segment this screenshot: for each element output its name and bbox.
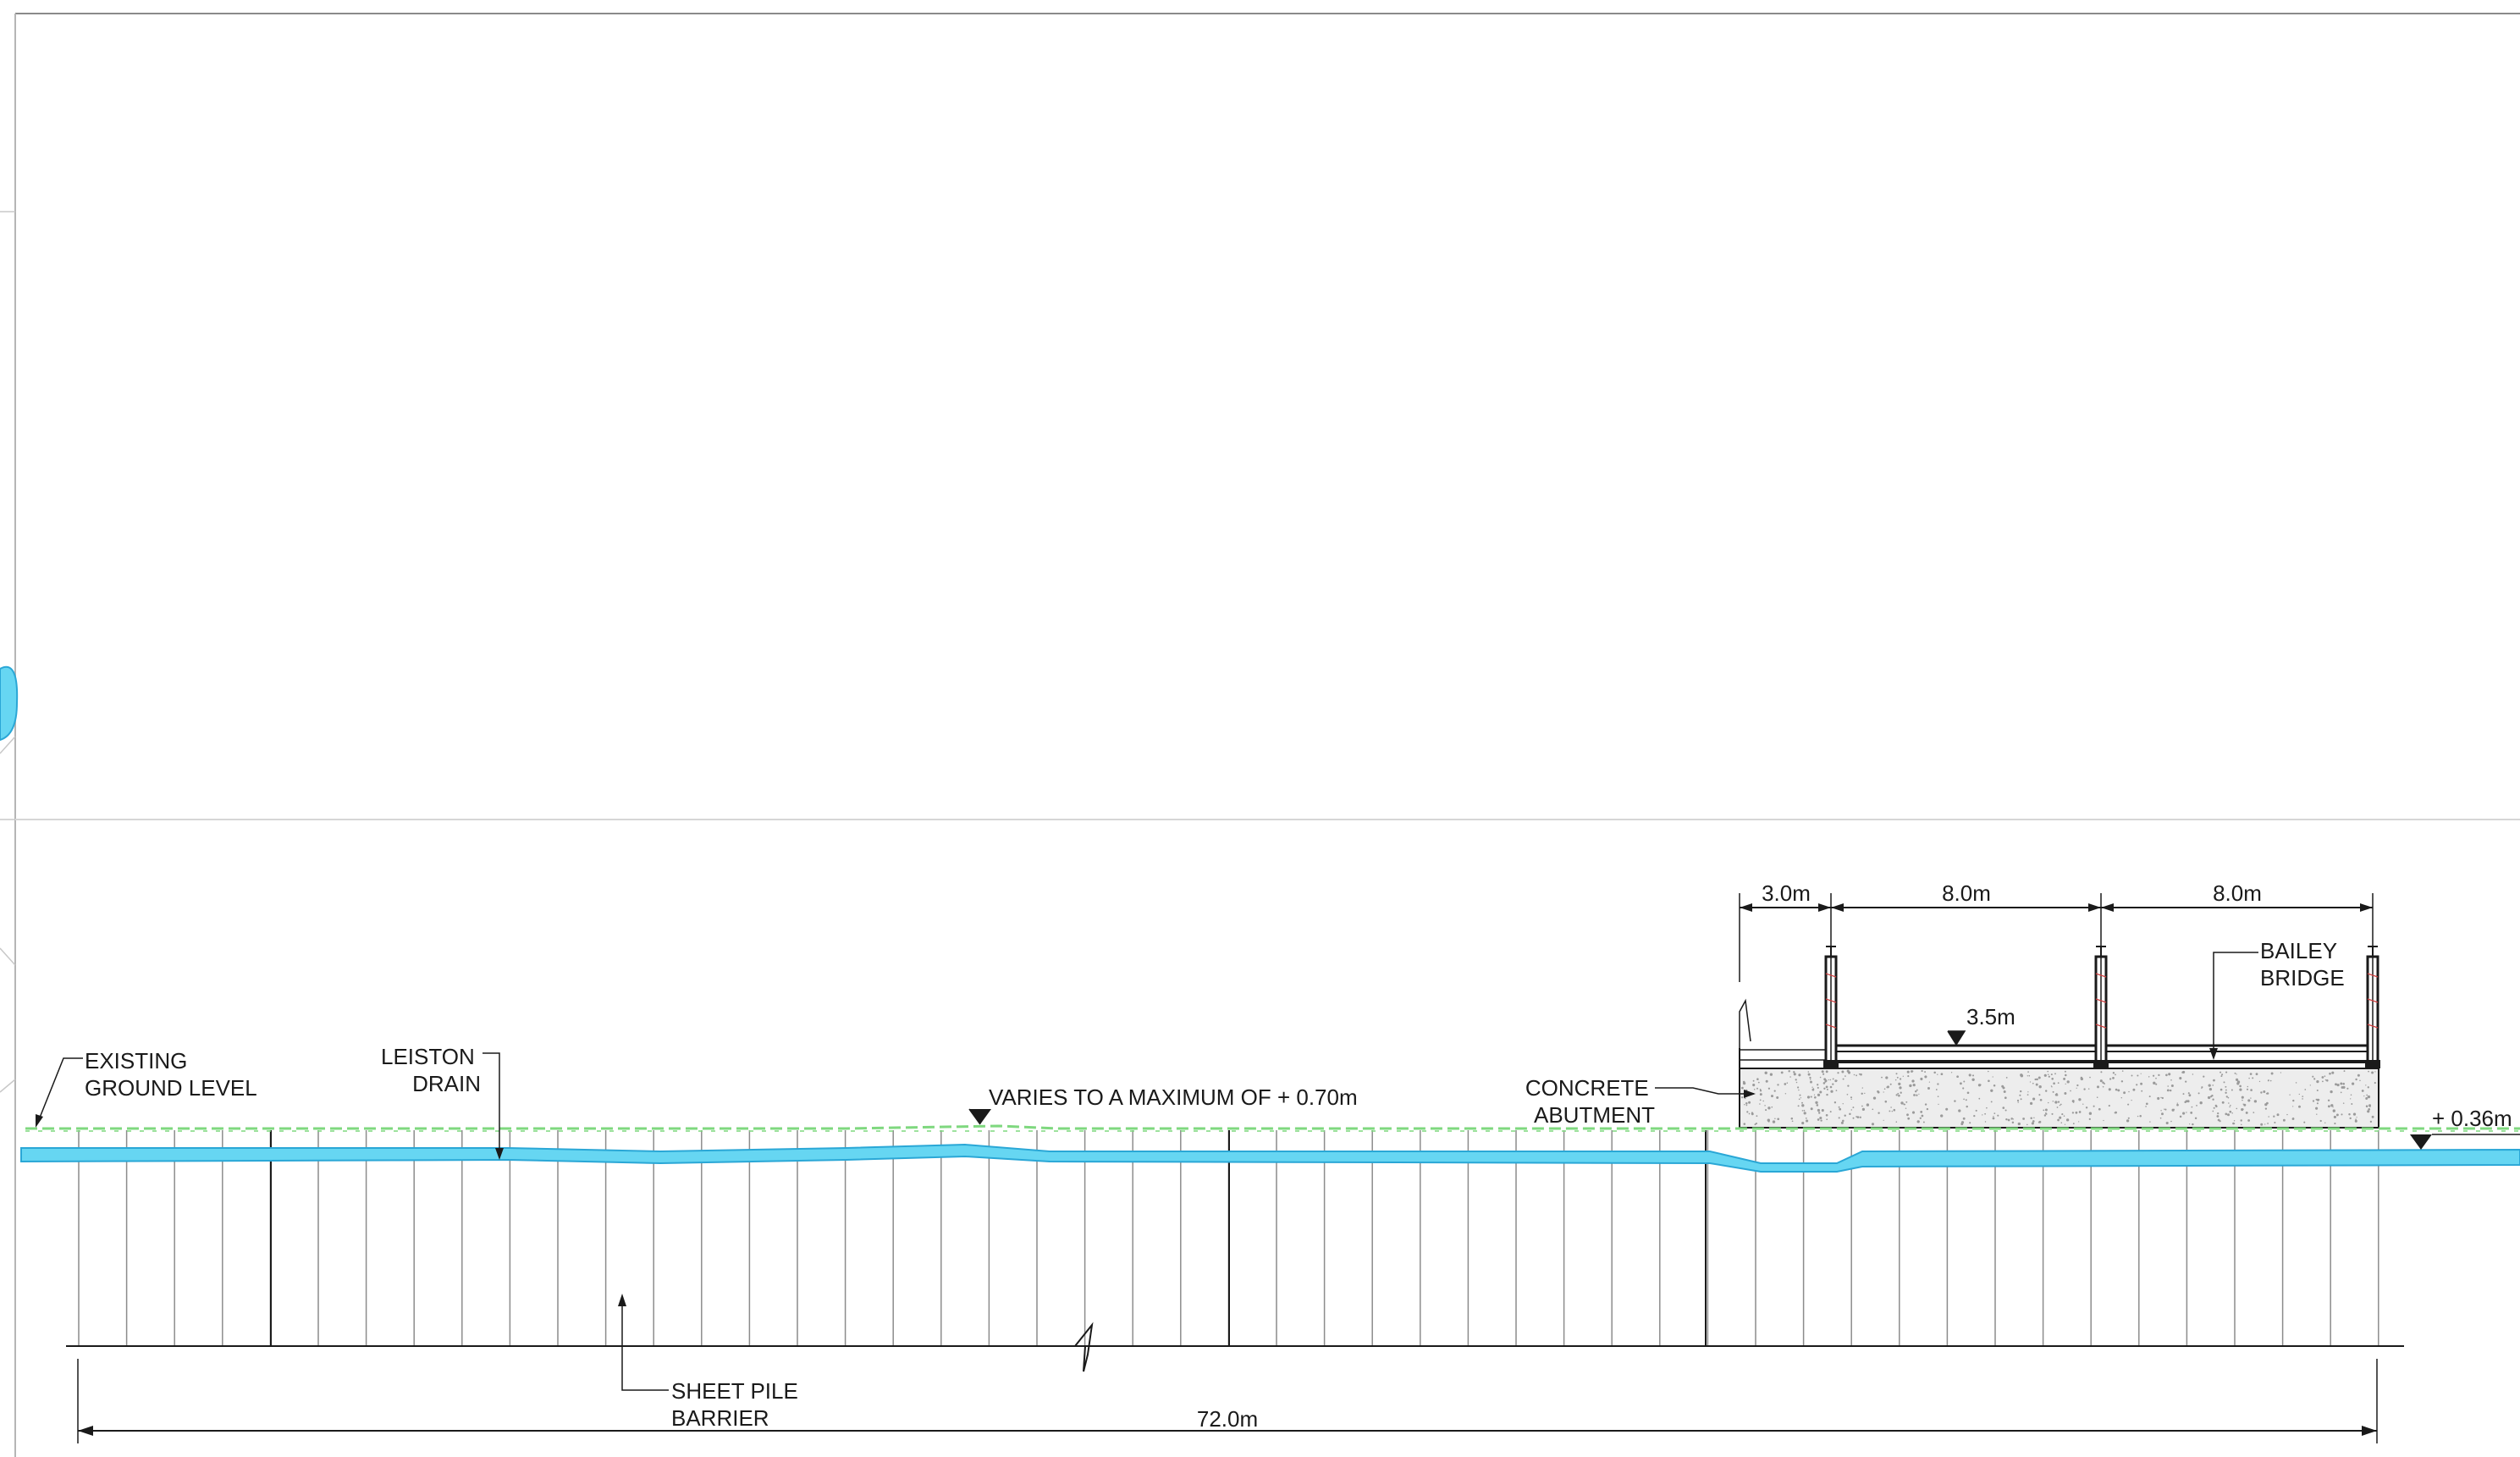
leiston-drain-line-2: DRAIN [412, 1071, 481, 1096]
bailey-truss-post [2093, 946, 2109, 1068]
leiston-drain-water [20, 1143, 2520, 1173]
bailey-bridge-leader [2213, 952, 2258, 1057]
concrete-abutment [1739, 998, 2379, 1129]
dim-span-1: 8.0m [1942, 880, 1991, 906]
sheet-pile-leader [621, 1300, 669, 1391]
bailey-bridge-label: BAILEY BRIDGE [2260, 938, 2345, 991]
dim-3-0m: 3.0m [1762, 880, 1811, 906]
bailey-truss-post [1823, 946, 1839, 1068]
bailey-bridge-line-1: BAILEY [2260, 938, 2337, 963]
existing-ground-line-1: EXISTING [85, 1048, 187, 1073]
bailey-truss-post [2365, 946, 2380, 1068]
existing-ground-level-label: EXISTING GROUND LEVEL [85, 1048, 257, 1101]
concrete-abutment-line-2: ABUTMENT [1534, 1102, 1655, 1128]
sheet-pile-line-2: BARRIER [671, 1405, 769, 1431]
bailey-bridge [1823, 946, 2380, 1068]
concrete-abutment-line-1: CONCRETE [1525, 1075, 1649, 1101]
concrete-abutment-leader [1655, 1087, 1754, 1095]
overall-dimension-label: 72.0m [1197, 1406, 1258, 1432]
sheet-pile-barrier-label: SHEET PILE BARRIER [671, 1378, 804, 1431]
deck-level-marker [1947, 1030, 1966, 1046]
leiston-drain-line-1: LEISTON [381, 1044, 475, 1069]
overall-dimension [77, 1359, 2378, 1443]
water-fragment [0, 665, 19, 742]
leiston-drain-label: LEISTON DRAIN [381, 1044, 481, 1096]
varies-label: VARIES TO A MAXIMUM OF + 0.70m [989, 1084, 1358, 1110]
leiston-drain-leader [482, 1052, 500, 1156]
deck-level-label: 3.5m [1966, 1004, 2015, 1029]
existing-ground-line-2: GROUND LEVEL [85, 1075, 257, 1101]
right-level-label: + 0.36m [2432, 1106, 2512, 1131]
sheet-frame [0, 13, 2520, 1457]
concrete-abutment-label: CONCRETE ABUTMENT [1525, 1075, 1655, 1128]
existing-ground-leader [37, 1057, 83, 1123]
existing-ground-line [25, 1124, 2520, 1132]
right-level-marker [2410, 1134, 2520, 1150]
dim-span-2: 8.0m [2213, 880, 2262, 906]
upper-dimension-chain [1739, 893, 2374, 982]
varies-level-marker [968, 1108, 991, 1125]
sheet-pile-line-1: SHEET PILE [671, 1378, 798, 1404]
bailey-bridge-line-2: BRIDGE [2260, 965, 2345, 991]
